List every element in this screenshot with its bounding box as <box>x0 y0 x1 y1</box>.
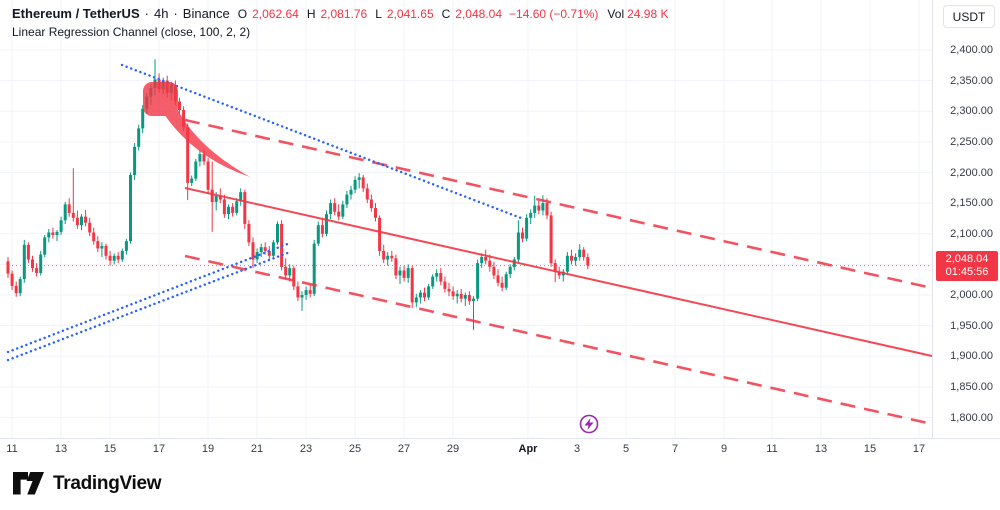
volume-value: 24.98 K <box>627 7 669 21</box>
time-tick-label: 23 <box>299 443 313 455</box>
time-tick-label: 17 <box>152 443 166 455</box>
tradingview-logo-text: TradingView <box>53 472 162 494</box>
lightning-marker[interactable] <box>579 414 599 434</box>
last-price-value: 2,048.04 <box>945 253 989 265</box>
price-tick-label: 2,200.00 <box>950 166 993 179</box>
price-tick-label: 2,300.00 <box>950 105 993 118</box>
symbol-name[interactable]: Ethereum / TetherUS <box>12 6 140 21</box>
time-tick-label: 15 <box>103 443 117 455</box>
volume-label: Vol <box>607 7 625 21</box>
currency-toggle-button[interactable]: USDT <box>943 5 995 28</box>
price-tick-label: 1,900.00 <box>950 350 993 363</box>
time-tick-label: 3 <box>573 443 581 455</box>
time-tick-label: 13 <box>54 443 68 455</box>
symbol-row: Ethereum / TetherUS · 4h · Binance O 2,0… <box>12 6 668 21</box>
price-tick-label: 2,350.00 <box>950 74 993 87</box>
time-tick-label: 27 <box>397 443 411 455</box>
change-value: −14.60 (−0.71%) <box>509 7 599 21</box>
channel-center-line[interactable] <box>184 187 933 357</box>
dotted-trendline[interactable] <box>6 250 292 362</box>
price-tick-label: 2,100.00 <box>950 227 993 240</box>
time-tick-label: 13 <box>814 443 828 455</box>
open-value: 2,062.64 <box>252 7 299 21</box>
time-tick-label: 21 <box>250 443 264 455</box>
price-tick-label: 2,150.00 <box>950 197 993 210</box>
time-tick-label: 19 <box>201 443 215 455</box>
low-label: L <box>375 7 382 21</box>
channel-lower-line[interactable] <box>184 254 933 426</box>
grid-lines <box>0 0 932 438</box>
bar-countdown: 01:45:56 <box>945 266 989 278</box>
high-label: H <box>306 7 316 21</box>
linear-regression-channel[interactable] <box>184 118 933 426</box>
high-value: 2,081.76 <box>320 7 368 21</box>
price-tick-label: 2,250.00 <box>950 135 993 148</box>
channel-upper-line[interactable] <box>184 118 933 290</box>
low-value: 2,041.65 <box>386 7 434 21</box>
interval-label[interactable]: 4h <box>153 6 169 21</box>
time-tick-label: Apr <box>518 443 538 455</box>
time-tick-label: 17 <box>912 443 926 455</box>
brush-annotation[interactable] <box>143 82 250 177</box>
last-price-label: 2,048.04 01:45:56 <box>936 251 998 281</box>
tradingview-logo-icon <box>13 472 44 495</box>
trendlines-layer[interactable] <box>6 63 523 362</box>
footer-bar: TradingView <box>0 460 1000 510</box>
open-label: O <box>237 7 248 21</box>
time-tick-label: 7 <box>671 443 679 455</box>
separator-dot: · <box>173 6 178 21</box>
tradingview-logo[interactable]: TradingView <box>13 472 162 495</box>
separator-dot: · <box>144 6 149 21</box>
price-chart-canvas[interactable] <box>0 0 1000 460</box>
time-axis[interactable]: 11 13 15 17 19 21 23 25 27 29 Apr 3 5 7 9 11 13 15 17 <box>0 438 1000 461</box>
close-label: C <box>441 7 451 21</box>
time-tick-label: 11 <box>6 443 18 455</box>
candles-layer <box>6 59 590 330</box>
price-tick-label: 1,950.00 <box>950 319 993 332</box>
price-axis[interactable]: USDT 2,400.00 2,350.00 2,300.00 2,250.00 2,2… <box>932 0 1000 438</box>
time-tick-label: 11 <box>766 443 778 455</box>
price-tick-label: 2,000.00 <box>950 289 993 301</box>
time-tick-label: 25 <box>348 443 362 455</box>
price-tick-label: 1,800.00 <box>950 411 993 424</box>
time-tick-label: 29 <box>446 443 460 455</box>
indicator-legend[interactable]: Linear Regression Channel (close, 100, 2… <box>12 25 251 39</box>
dotted-trendline[interactable] <box>6 241 292 354</box>
close-value: 2,048.04 <box>455 7 503 21</box>
chart-legend[interactable]: Ethereum / TetherUS · 4h · Binance O 2,0… <box>12 6 668 39</box>
exchange-label: Binance <box>182 6 230 21</box>
time-tick-label: 15 <box>863 443 877 455</box>
price-tick-label: 1,850.00 <box>950 380 993 393</box>
time-tick-label: 5 <box>622 443 630 455</box>
time-tick-label: 9 <box>720 443 728 455</box>
price-tick-label: 2,400.00 <box>950 44 993 56</box>
